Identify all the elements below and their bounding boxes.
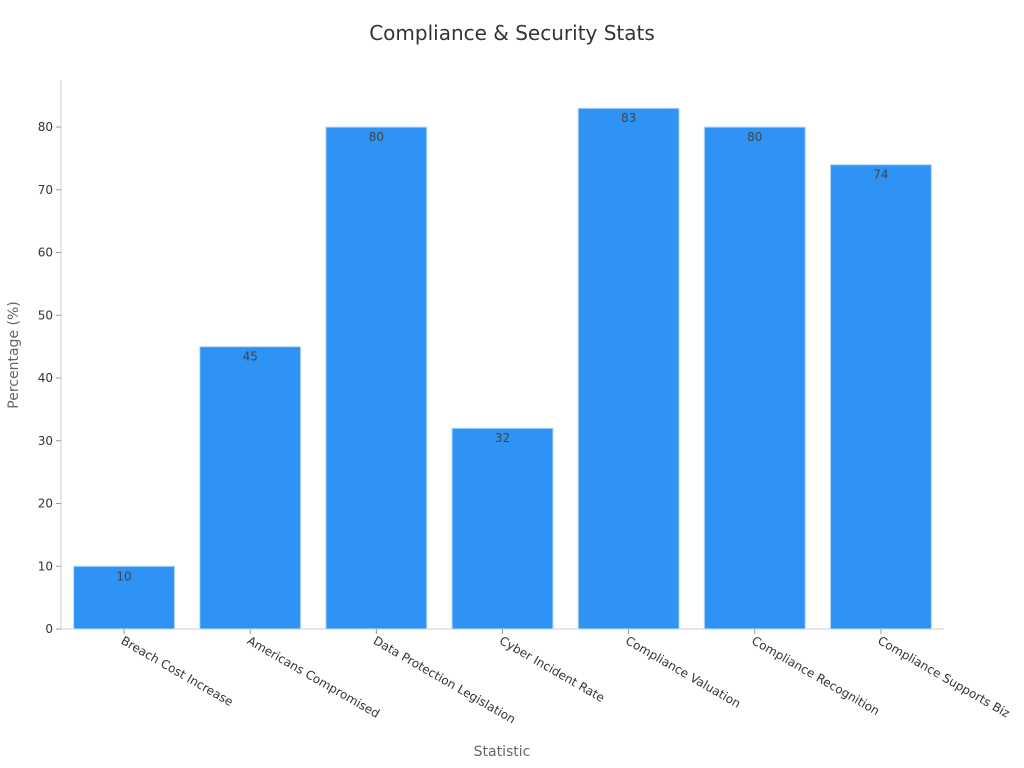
y-tick-label: 50	[38, 308, 53, 322]
bar	[325, 126, 428, 630]
x-axis-title: Statistic	[474, 744, 531, 760]
chart-title: Compliance & Security Stats	[369, 21, 655, 45]
data-label: 32	[495, 431, 510, 445]
bar	[451, 427, 554, 630]
y-tick-label: 40	[38, 371, 53, 385]
x-tick-label: Breach Cost Increase	[119, 633, 236, 709]
data-label: 80	[369, 130, 384, 144]
bar	[829, 164, 932, 630]
x-tick-label: Americans Compromised	[245, 633, 382, 720]
x-tick-label: Cyber Incident Rate	[497, 633, 607, 705]
data-label: 10	[116, 569, 131, 583]
x-tick-label: Data Protection Legislation	[371, 633, 518, 726]
y-tick-label: 20	[38, 497, 53, 511]
bar	[199, 346, 302, 630]
y-axis-title: Percentage (%)	[6, 301, 22, 408]
data-label: 80	[747, 130, 762, 144]
x-tick-label: Compliance Supports Biz	[875, 633, 1012, 720]
y-tick-label: 60	[38, 246, 53, 260]
data-label: 74	[873, 168, 888, 182]
plot-area: 0 10 20 30 40 50 60 70 80 10 Breach Cost Increase 4…	[38, 80, 1012, 726]
y-tick-label: 80	[38, 120, 53, 134]
y-tick-label: 70	[38, 183, 53, 197]
y-tick-label: 30	[38, 434, 53, 448]
data-label: 45	[243, 350, 258, 364]
x-tick-label: Compliance Recognition	[749, 633, 882, 718]
bar	[703, 126, 806, 630]
y-tick-label: 10	[38, 559, 53, 573]
y-tick-label: 0	[45, 622, 53, 636]
bar	[73, 565, 176, 630]
bar	[577, 107, 680, 630]
data-label: 83	[621, 111, 636, 125]
x-tick-label: Compliance Valuation	[623, 633, 743, 710]
